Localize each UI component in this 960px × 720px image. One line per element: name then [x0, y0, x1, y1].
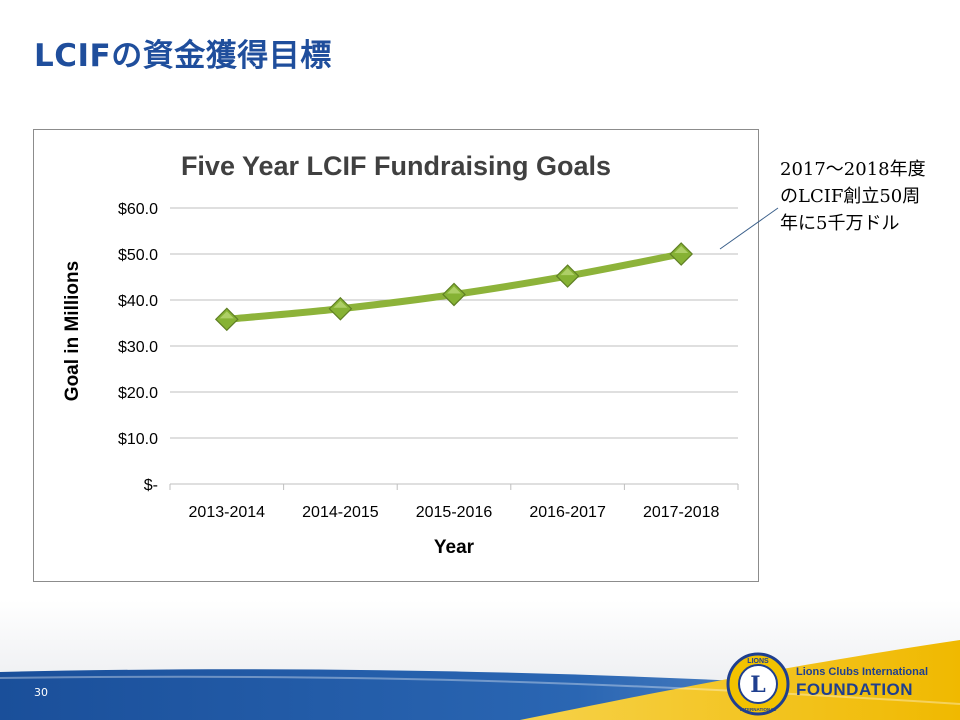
page-number: 30: [34, 686, 48, 699]
x-tick-label: 2015-2016: [416, 504, 493, 521]
data-point-marker: [555, 264, 580, 288]
callout-line: 2017～2018年度: [780, 159, 926, 180]
callout-line: のLCIF創立50周: [780, 186, 921, 207]
data-point-highlight: [560, 268, 575, 276]
data-point-highlight: [674, 246, 689, 253]
y-tick-label: $40.0: [118, 293, 158, 310]
y-tick-label: $50.0: [118, 247, 158, 264]
axes: [169, 483, 739, 490]
line-chart: Five Year LCIF Fundraising Goals $- $10.0…: [62, 151, 739, 558]
data-point-marker: [214, 307, 239, 332]
emblem-top-text: LIONS: [747, 658, 769, 665]
lions-emblem-icon: L LIONS INTERNATIONAL: [726, 652, 790, 716]
logo-text-line1: Lions Clubs International: [796, 666, 929, 678]
y-axis-label: Goal in Millions: [62, 261, 83, 401]
callout-annotation: 2017～2018年度 のLCIF創立50周 年に5千万ドル: [780, 156, 952, 237]
footer-band: [0, 600, 960, 720]
data-point-marker: [669, 242, 694, 266]
y-tick-label: $60.0: [118, 201, 158, 218]
y-tick-label: $30.0: [118, 339, 158, 356]
y-tick-labels: $- $10.0 $20.0 $30.0 $40.0 $50.0 $60.0: [118, 201, 158, 494]
callout-line: 年に5千万ドル: [780, 213, 900, 234]
x-axis-label: Year: [434, 537, 475, 558]
slide-title: LCIFの資金獲得目標: [34, 38, 332, 74]
data-markers: [214, 242, 694, 332]
chart-title: Five Year LCIF Fundraising Goals: [181, 151, 611, 181]
data-point-highlight: [219, 311, 234, 319]
logo-text-line2: FOUNDATION: [796, 680, 914, 699]
data-point-highlight: [333, 300, 348, 308]
y-tick-label: $20.0: [118, 385, 158, 402]
emblem-bottom-text: INTERNATIONAL: [740, 707, 777, 712]
data-point-marker: [442, 282, 466, 307]
x-tick-label: 2013-2014: [189, 504, 266, 521]
chart-frame: Five Year LCIF Fundraising Goals $- $10.0…: [33, 129, 759, 582]
x-tick-label: 2017-2018: [643, 504, 720, 521]
y-tick-label: $-: [144, 477, 158, 494]
data-point-highlight: [447, 286, 461, 294]
x-tick-label: 2014-2015: [302, 504, 379, 521]
x-tick-label: 2016-2017: [529, 504, 606, 521]
x-tick-labels: 2013-2014 2014-2015 2015-2016 2016-2017 2017…: [189, 504, 720, 521]
emblem-letter: L: [750, 672, 765, 698]
data-point-marker: [328, 296, 353, 321]
y-tick-label: $10.0: [118, 431, 158, 448]
